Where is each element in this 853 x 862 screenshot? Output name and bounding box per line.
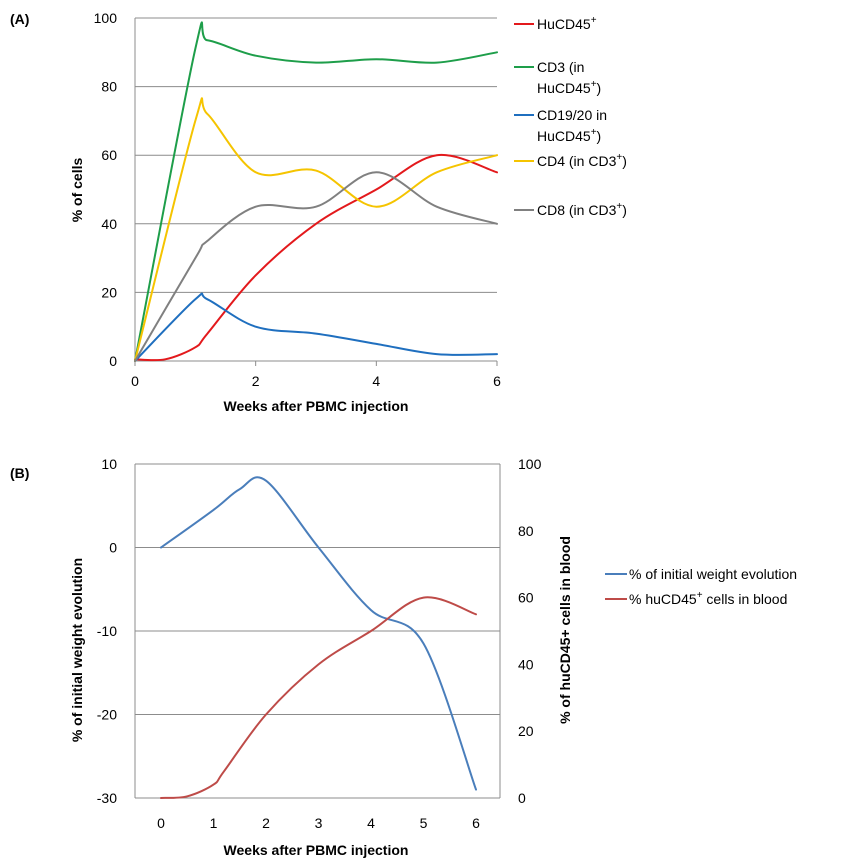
left-y-tick-label: -20 [97, 707, 117, 723]
panel-b-series [160, 476, 477, 799]
panel-a-gridlines [134, 17, 498, 366]
x-tick-label: 0 [157, 815, 165, 831]
right-y-tick-label: 80 [518, 523, 534, 539]
series-line-0 [160, 476, 477, 791]
legend-entry-4: CD8 (in CD3+) [514, 201, 627, 218]
series-line-4 [134, 171, 498, 362]
legend-label: HuCD45+ [537, 15, 597, 32]
panel-a-tick-labels: 0 20 40 60 80 100 0 2 4 6 [94, 10, 501, 389]
panel-b-right-axis-title: % of huCD45+ cells in blood [557, 536, 573, 724]
x-tick-label: 0 [131, 373, 139, 389]
series-line-1 [134, 21, 498, 362]
x-tick-label: 6 [472, 815, 480, 831]
panel-a-label: (A) [10, 11, 29, 27]
panel-a: (A) 0 20 40 60 80 100 0 2 4 6 Weeks after PBMC in… [10, 10, 627, 414]
y-tick-label: 40 [101, 216, 117, 232]
y-tick-label: 0 [109, 353, 117, 369]
panel-b-left-axis-title: % of initial weight evolution [69, 558, 85, 742]
panel-b-legend: % of initial weight evolution % huCD45+ c… [605, 566, 797, 607]
y-tick-label: 20 [101, 284, 117, 300]
legend-label: % of initial weight evolution [629, 566, 797, 582]
panel-a-series [134, 21, 498, 362]
panel-b-gridlines [134, 463, 501, 799]
left-y-tick-label: 0 [109, 540, 117, 556]
panel-a-legend: HuCD45+ CD3 (in HuCD45+) CD19/20 in HuCD45+)… [514, 15, 627, 218]
legend-label: % huCD45+ cells in blood [629, 590, 787, 607]
series-line-0 [134, 153, 498, 362]
panel-a-y-axis-title: % of cells [69, 158, 85, 223]
x-tick-label: 3 [315, 815, 323, 831]
right-y-tick-label: 0 [518, 790, 526, 806]
right-y-tick-label: 40 [518, 656, 534, 672]
y-tick-label: 100 [94, 10, 118, 26]
right-y-tick-label: 100 [518, 456, 542, 472]
legend-entry-0: HuCD45+ [514, 15, 597, 32]
right-y-tick-label: 60 [518, 590, 534, 606]
legend-label: CD4 (in CD3+) [537, 152, 627, 169]
left-y-tick-label: 10 [101, 456, 117, 472]
legend-label-line2: HuCD45+) [537, 79, 601, 96]
legend-entry-1: % huCD45+ cells in blood [605, 590, 787, 607]
panel-b-x-axis-title: Weeks after PBMC injection [224, 842, 409, 858]
panel-a-x-axis-title: Weeks after PBMC injection [224, 398, 409, 414]
legend-entry-1: CD3 (in HuCD45+) [514, 59, 601, 96]
x-tick-label: 4 [367, 815, 375, 831]
series-line-1 [160, 596, 477, 799]
x-tick-label: 4 [372, 373, 380, 389]
left-y-tick-label: -30 [97, 790, 117, 806]
x-tick-label: 2 [262, 815, 270, 831]
x-tick-label: 5 [420, 815, 428, 831]
legend-entry-0: % of initial weight evolution [605, 566, 797, 582]
legend-label: CD19/20 in [537, 107, 607, 123]
legend-label-line2: HuCD45+) [537, 127, 601, 144]
x-tick-label: 2 [252, 373, 260, 389]
legend-label: CD3 (in [537, 59, 584, 75]
right-y-tick-label: 20 [518, 723, 534, 739]
left-y-tick-label: -10 [97, 623, 117, 639]
panel-b-label: (B) [10, 465, 29, 481]
legend-label: CD8 (in CD3+) [537, 201, 627, 218]
legend-entry-2: CD19/20 in HuCD45+) [514, 107, 607, 144]
series-line-2 [134, 292, 498, 362]
series-line-3 [134, 97, 498, 362]
legend-entry-3: CD4 (in CD3+) [514, 152, 627, 169]
x-tick-label: 6 [493, 373, 501, 389]
y-tick-label: 60 [101, 147, 117, 163]
y-tick-label: 80 [101, 79, 117, 95]
x-tick-label: 1 [210, 815, 218, 831]
